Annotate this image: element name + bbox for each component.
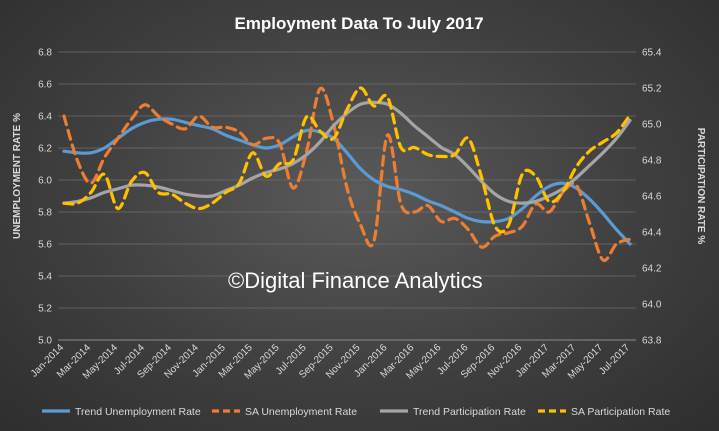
y-right-tick-label: 65.2 <box>642 84 662 95</box>
series-lines <box>62 86 632 263</box>
legend-label: Trend Unemployment Rate <box>75 406 201 418</box>
y-axis-right: 63.8 64.0 64.2 64.4 64.6 64.8 65.0 65.2 65.4 <box>642 48 662 347</box>
y-right-tick-label: 65.0 <box>642 120 662 131</box>
x-tick-label: Jul-2017 <box>597 342 632 377</box>
y-right-tick-label: 64.4 <box>642 228 662 239</box>
y-left-tick-label: 5.4 <box>38 272 52 283</box>
y-right-tick-label: 65.4 <box>642 48 662 59</box>
series-line-1 <box>62 86 632 263</box>
legend-label: SA Unemployment Rate <box>245 406 357 418</box>
y-left-tick-label: 6.0 <box>38 176 52 187</box>
y-left-tick-label: 5.6 <box>38 240 52 251</box>
series-line-0 <box>62 117 632 246</box>
legend-label: Trend Participation Rate <box>413 406 526 418</box>
y-left-tick-label: 5.8 <box>38 208 52 219</box>
y-axis-left: 5.0 5.2 5.4 5.6 5.8 6.0 6.2 6.4 6.6 6.8 <box>38 48 52 347</box>
y-left-tick-label: 5.0 <box>38 336 52 347</box>
legend: Trend Unemployment Rate SA Unemployment R… <box>42 406 670 418</box>
series-line-3 <box>62 86 632 234</box>
grid-lines <box>58 51 636 341</box>
y-left-tick-label: 6.4 <box>38 112 52 123</box>
y-left-tick-label: 5.2 <box>38 304 52 315</box>
y-left-tick-label: 6.6 <box>38 80 52 91</box>
y-right-tick-label: 64.8 <box>642 156 662 167</box>
y-right-tick-label: 64.6 <box>642 192 662 203</box>
y-right-axis-label: PARTICIPATION RATE % <box>695 128 706 245</box>
y-right-tick-label: 63.8 <box>642 336 662 347</box>
x-axis: Jan-2014Mar-2014May-2014Jul-2014Sep-2014… <box>29 339 636 382</box>
y-left-axis-label: UNEMPLOYMENT RATE % <box>12 113 23 239</box>
watermark-text: ©Digital Finance Analytics <box>228 268 483 293</box>
y-left-tick-label: 6.8 <box>38 48 52 59</box>
y-left-tick-label: 6.2 <box>38 144 52 155</box>
y-right-tick-label: 64.0 <box>642 300 662 311</box>
legend-label: SA Participation Rate <box>571 406 670 418</box>
chart-title: Employment Data To July 2017 <box>234 14 483 33</box>
y-right-tick-label: 64.2 <box>642 264 662 275</box>
